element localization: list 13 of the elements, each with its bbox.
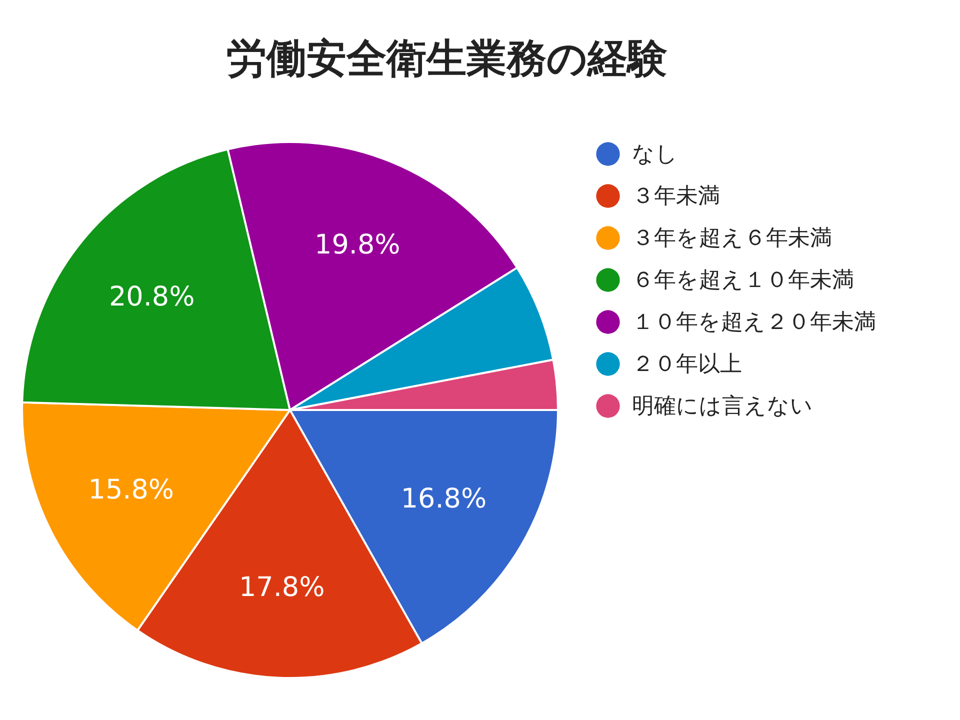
data-label: 17.8% — [238, 572, 325, 603]
legend-label: ２０年以上 — [632, 352, 742, 377]
data-label: 16.8% — [400, 484, 487, 515]
chart-title: 労働安全衛生業務の経験 — [226, 36, 668, 82]
legend-label: 明確には言えない — [632, 394, 813, 419]
legend-label: ６年を超え１０年未満 — [632, 268, 854, 293]
legend-label: ３年を超え６年未満 — [632, 226, 832, 251]
legend-label: なし — [632, 142, 678, 167]
data-label: 15.8% — [88, 474, 174, 506]
data-label: 20.8% — [108, 282, 195, 313]
data-label: 19.8% — [314, 229, 400, 260]
legend-label: １０年を超え２０年未満 — [632, 310, 876, 335]
legend-label: ３年未満 — [632, 184, 720, 209]
